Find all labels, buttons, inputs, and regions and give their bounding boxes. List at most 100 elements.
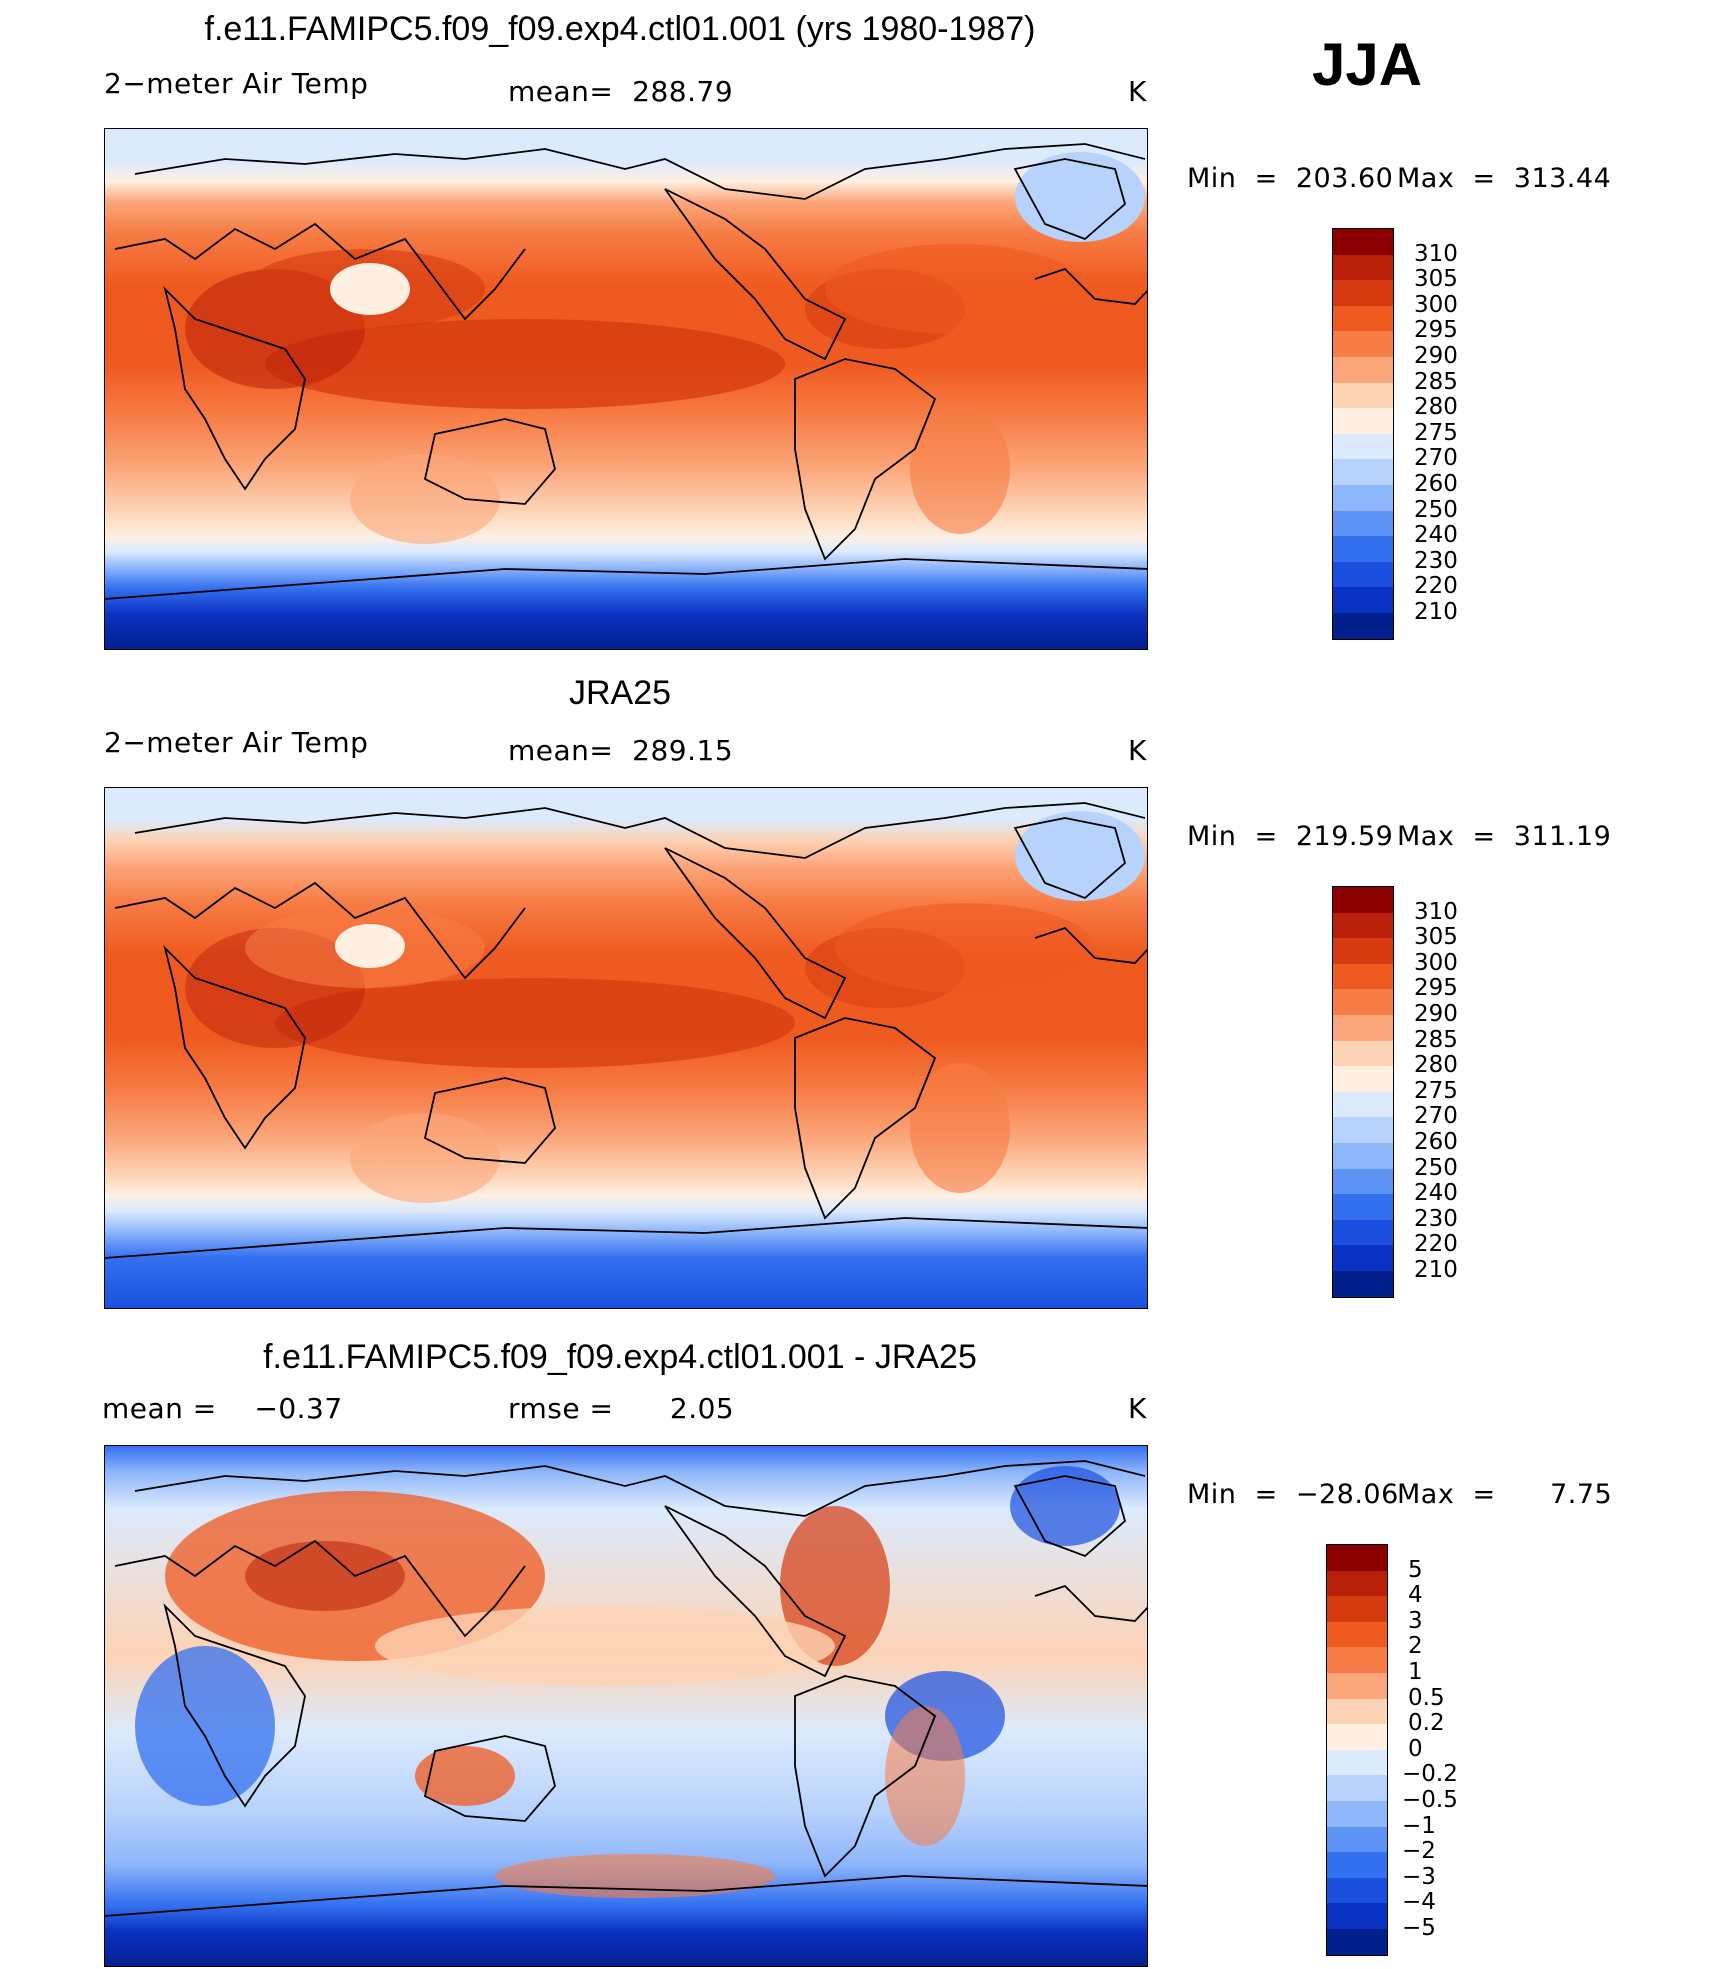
colorbar-swatch: [1333, 912, 1393, 939]
colorbar-swatch: [1327, 1698, 1387, 1725]
panel-2-title: JRA25: [568, 674, 672, 712]
colorbar-tick-label: 250: [1414, 496, 1458, 523]
panel-2-map-field: [105, 788, 1147, 1308]
colorbar-tick-label: 0.5: [1408, 1684, 1445, 1711]
colorbar-tick-label: 250: [1414, 1154, 1458, 1181]
colorbar-tick-label: 230: [1414, 547, 1458, 574]
colorbar-tick-label: 295: [1414, 317, 1458, 344]
colorbar-tick-label: −2: [1402, 1838, 1436, 1865]
colorbar-swatch: [1327, 1903, 1387, 1929]
colorbar-swatch: [1333, 989, 1393, 1015]
colorbar-tick-label: 280: [1414, 394, 1458, 421]
colorbar-swatch: [1333, 612, 1393, 639]
colorbar-tick-label: 270: [1414, 445, 1458, 472]
colorbar-tick-label: 295: [1414, 975, 1458, 1002]
colorbar-swatch: [1333, 382, 1393, 409]
colorbar-swatch: [1333, 536, 1393, 562]
colorbar-swatch: [1333, 331, 1393, 357]
colorbar-swatch: [1327, 1749, 1387, 1776]
colorbar-swatches: [1326, 1544, 1388, 1956]
panel-3-rmse-label: rmse = 2.05: [508, 1392, 735, 1425]
colorbar-swatch: [1333, 1168, 1393, 1195]
colorbar-tick-label: 300: [1414, 949, 1458, 976]
colorbar-tick-label: −5: [1402, 1915, 1436, 1941]
panel-1-min-label: Min = 203.60: [1187, 163, 1394, 194]
colorbar-swatch: [1333, 1219, 1393, 1246]
panel-3-mean-label: mean = −0.37: [102, 1392, 343, 1425]
colorbar-tick-label: −0.5: [1402, 1787, 1458, 1813]
colorbar-tick-label: 220: [1414, 573, 1458, 600]
colorbar-tick-label: −0.2: [1402, 1761, 1458, 1788]
colorbar-swatch: [1333, 887, 1393, 913]
colorbar-tick-label: 270: [1414, 1103, 1458, 1130]
colorbar-swatch: [1333, 1066, 1393, 1092]
panel-1-units-label: K: [1128, 75, 1147, 108]
panel-2-units-label: K: [1128, 734, 1147, 767]
panel-2-mean-label: mean= 289.15: [508, 734, 734, 767]
panel-2-map: [104, 787, 1148, 1309]
colorbar-swatch: [1327, 1877, 1387, 1904]
colorbar-swatch: [1327, 1621, 1387, 1648]
colorbar-tick-label: 3: [1408, 1607, 1423, 1634]
colorbar-tick-label: 1: [1408, 1659, 1423, 1685]
colorbar-tick-label: 290: [1414, 1001, 1458, 1027]
colorbar-swatch: [1333, 963, 1393, 990]
colorbar-tick-label: 260: [1414, 471, 1458, 497]
panel-3-map: [104, 1445, 1148, 1967]
colorbar-tick-label: −3: [1402, 1863, 1436, 1890]
colorbar-tick-label: 310: [1414, 898, 1458, 925]
colorbar-swatch: [1327, 1724, 1387, 1750]
colorbar-tick-label: 240: [1414, 522, 1458, 549]
colorbar-tick-label: 300: [1414, 291, 1458, 318]
panel-3-title: f.e11.FAMIPC5.f09_f09.exp4.ctl01.001 - J…: [263, 1338, 977, 1376]
colorbar-swatch: [1327, 1775, 1387, 1801]
colorbar-swatch: [1333, 587, 1393, 613]
colorbar-swatch: [1333, 1245, 1393, 1271]
colorbar-swatch: [1333, 1014, 1393, 1041]
colorbar-swatch: [1333, 408, 1393, 434]
colorbar-tick-label: 285: [1414, 1026, 1458, 1053]
colorbar-swatch: [1333, 1091, 1393, 1118]
panel-1-map: [104, 128, 1148, 650]
colorbar-swatch: [1327, 1852, 1387, 1878]
colorbar-swatch: [1333, 1270, 1393, 1297]
panel-3-max-label: Max = 7.75: [1397, 1479, 1613, 1510]
colorbar-swatch: [1327, 1647, 1387, 1673]
colorbar-tick-label: 275: [1414, 1077, 1458, 1104]
colorbar-tick-label: 210: [1414, 1257, 1458, 1283]
colorbar-swatch: [1333, 1142, 1393, 1169]
colorbar-tick-label: 220: [1414, 1231, 1458, 1258]
colorbar-swatch: [1327, 1826, 1387, 1853]
colorbar-swatch: [1333, 510, 1393, 537]
panel-3-units-label: K: [1128, 1392, 1147, 1425]
colorbar-tick-label: −1: [1402, 1812, 1436, 1839]
colorbar-swatch: [1333, 254, 1393, 281]
colorbar-tick-label: 285: [1414, 368, 1458, 395]
colorbar-swatch: [1333, 484, 1393, 511]
colorbar-swatch: [1327, 1672, 1387, 1699]
colorbar-swatch: [1333, 356, 1393, 383]
colorbar-swatch: [1333, 1194, 1393, 1220]
colorbar-swatch: [1333, 280, 1393, 306]
colorbar-tick-label: 210: [1414, 599, 1458, 625]
colorbar-swatches: [1332, 228, 1394, 640]
colorbar-swatch: [1333, 938, 1393, 964]
colorbar-tick-label: 240: [1414, 1180, 1458, 1207]
panel-2-min-label: Min = 219.59: [1187, 821, 1394, 852]
colorbar-tick-label: 260: [1414, 1129, 1458, 1155]
colorbar-swatch: [1327, 1928, 1387, 1955]
colorbar-tick-label: 310: [1414, 240, 1458, 267]
panel-3-map-field: [105, 1446, 1147, 1966]
colorbar-tick-label: 275: [1414, 419, 1458, 446]
colorbar-tick-label: 0: [1408, 1735, 1423, 1762]
colorbar-tick-label: 0.2: [1408, 1710, 1445, 1737]
panel-2-variable-label: 2−meter Air Temp: [104, 726, 369, 759]
colorbar-tick-label: −4: [1402, 1889, 1436, 1916]
colorbar-swatch: [1333, 1117, 1393, 1143]
colorbar-tick-label: 280: [1414, 1052, 1458, 1079]
colorbar-swatch: [1327, 1545, 1387, 1571]
colorbar-tick-label: 4: [1408, 1582, 1423, 1609]
colorbar-swatch: [1333, 229, 1393, 255]
colorbar-swatches: [1332, 886, 1394, 1298]
colorbar-tick-label: 5: [1408, 1556, 1423, 1583]
